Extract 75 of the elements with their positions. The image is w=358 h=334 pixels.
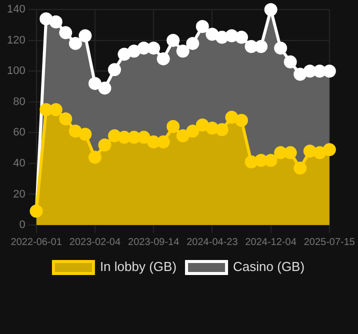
point (196, 118, 209, 132)
point (166, 34, 180, 47)
point (137, 42, 150, 55)
point (264, 154, 278, 167)
x-tick-label: 2022-06-01 (10, 236, 62, 248)
point (215, 30, 228, 44)
point (137, 130, 150, 144)
point (128, 44, 141, 58)
point (274, 42, 288, 55)
x-tick-label: 2024-04-23 (186, 236, 238, 248)
point (118, 48, 131, 61)
point (303, 64, 316, 78)
point (294, 162, 307, 175)
point (108, 129, 122, 142)
point (254, 154, 268, 167)
point (98, 82, 112, 95)
x-tick-label: 2024-12-04 (245, 236, 297, 248)
point (40, 12, 53, 26)
y-tick-label: 100 (6, 65, 26, 78)
y-tick-label: 140 (6, 4, 26, 16)
point (313, 146, 326, 160)
y-tick-label: 120 (6, 34, 26, 46)
y-tick-label: 60 (13, 126, 26, 139)
point (244, 155, 258, 168)
point (49, 103, 62, 116)
y-tick-label: 0 (19, 219, 26, 232)
point (206, 28, 219, 41)
point (206, 122, 219, 135)
point (215, 123, 228, 136)
point (88, 150, 102, 164)
point (235, 114, 248, 127)
point (59, 112, 72, 126)
point (284, 55, 297, 68)
point (156, 135, 170, 148)
legend-label: Casino (GB) (233, 259, 305, 274)
x-tick-label: 2025-07-15 (304, 236, 356, 248)
point (176, 44, 190, 58)
point (254, 40, 268, 54)
point (303, 144, 316, 158)
point (274, 146, 288, 160)
point (186, 36, 200, 50)
point (147, 42, 160, 55)
x-tick-label: 2023-02-04 (69, 236, 121, 248)
point (166, 120, 180, 134)
point (78, 128, 92, 141)
x-tick-label: 2023-09-14 (128, 236, 180, 248)
legend-label: In lobby (GB) (100, 259, 177, 274)
point (225, 110, 238, 124)
point (196, 20, 209, 34)
point (322, 64, 336, 78)
point (118, 130, 131, 144)
point (264, 3, 278, 16)
point (49, 15, 62, 28)
point (98, 138, 112, 152)
point (59, 26, 72, 40)
y-tick-label: 80 (13, 96, 26, 108)
point (313, 64, 326, 78)
point (186, 124, 200, 138)
point (294, 68, 307, 81)
point (225, 29, 238, 42)
point (88, 76, 102, 90)
point (68, 124, 82, 138)
y-tick-label: 20 (13, 188, 26, 200)
point (147, 135, 160, 148)
point (40, 103, 53, 116)
point (235, 30, 248, 44)
point (322, 143, 336, 156)
y-tick-label: 40 (13, 157, 26, 170)
point (284, 146, 297, 160)
point (78, 29, 92, 42)
point (128, 130, 141, 144)
point (68, 36, 82, 50)
point (176, 129, 190, 142)
point (108, 63, 122, 76)
point (156, 52, 170, 66)
